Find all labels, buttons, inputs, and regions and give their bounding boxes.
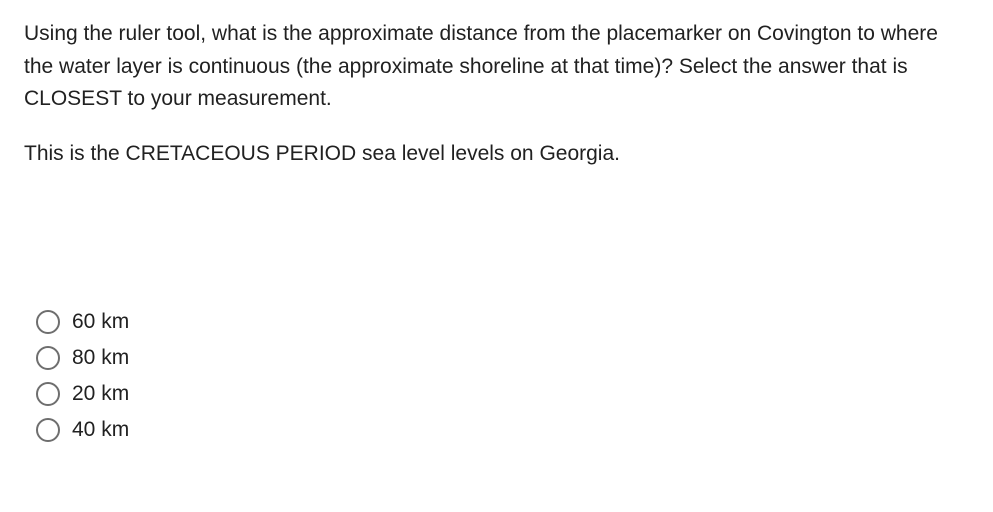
option-label: 40 km (72, 418, 129, 442)
option-row[interactable]: 60 km (36, 310, 969, 334)
options-group: 60 km 80 km 20 km 40 km (24, 310, 969, 442)
option-row[interactable]: 20 km (36, 382, 969, 406)
option-row[interactable]: 80 km (36, 346, 969, 370)
option-label: 80 km (72, 346, 129, 370)
option-label: 20 km (72, 382, 129, 406)
question-context: This is the CRETACEOUS PERIOD sea level … (24, 138, 969, 171)
radio-icon[interactable] (36, 382, 60, 406)
radio-icon[interactable] (36, 346, 60, 370)
option-label: 60 km (72, 310, 129, 334)
radio-icon[interactable] (36, 310, 60, 334)
question-prompt: Using the ruler tool, what is the approx… (24, 18, 969, 116)
option-row[interactable]: 40 km (36, 418, 969, 442)
radio-icon[interactable] (36, 418, 60, 442)
